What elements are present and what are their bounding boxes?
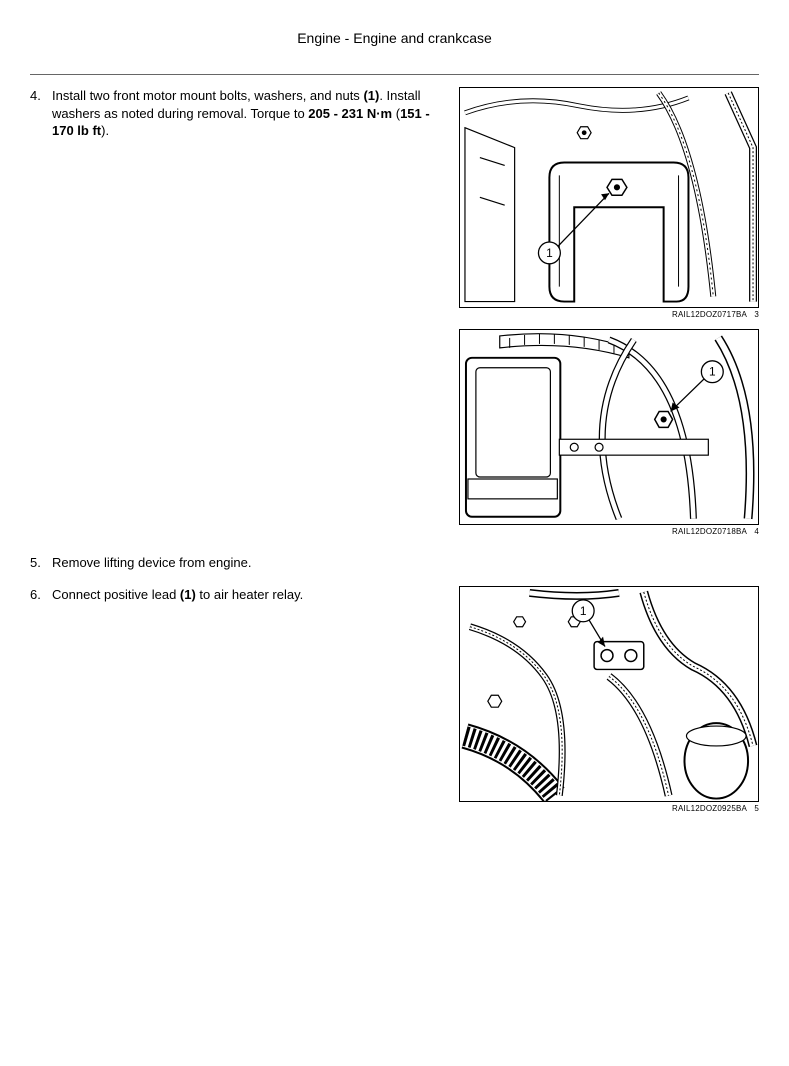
fig3-cap-id: RAIL12DOZ0717BA	[672, 310, 747, 319]
step-6-num: 6.	[30, 586, 52, 604]
step-6-post: to air heater relay.	[196, 587, 303, 602]
step-4-b1: (1)	[363, 88, 379, 103]
figure-5-svg: 1	[459, 586, 759, 803]
step-6-b1: (1)	[180, 587, 196, 602]
row-step5: 5. Remove lifting device from engine.	[30, 554, 759, 578]
fig4-cap-num: 4	[754, 527, 759, 536]
fig4-callout-label: 1	[709, 364, 716, 378]
step-4-num: 4.	[30, 87, 52, 140]
fig5-cap-id: RAIL12DOZ0925BA	[672, 804, 747, 813]
figure-4-caption: RAIL12DOZ0718BA 4	[459, 527, 759, 536]
step-6-text: Connect positive lead (1) to air heater …	[52, 586, 440, 604]
fig3-cap-num: 3	[754, 310, 759, 319]
fig4-cap-id: RAIL12DOZ0718BA	[672, 527, 747, 536]
step-4-close: ).	[101, 123, 109, 138]
step-4-text: Install two front motor mount bolts, was…	[52, 87, 440, 140]
figure-3-caption: RAIL12DOZ0717BA 3	[459, 310, 759, 319]
step-5-text: Remove lifting device from engine.	[52, 554, 440, 572]
step-5: 5. Remove lifting device from engine.	[30, 554, 440, 572]
step5-text-col: 5. Remove lifting device from engine.	[30, 554, 450, 578]
row-step4: 4. Install two front motor mount bolts, …	[30, 87, 759, 546]
page-header: Engine - Engine and crankcase	[30, 30, 759, 46]
fig5-cap-num: 5	[754, 804, 759, 813]
row-step6: 6. Connect positive lead (1) to air heat…	[30, 586, 759, 824]
fig3-callout-label: 1	[546, 246, 553, 260]
step-4-open: (	[392, 106, 400, 121]
fig5-callout-label: 1	[580, 604, 587, 618]
step-4: 4. Install two front motor mount bolts, …	[30, 87, 440, 140]
step-5-num: 5.	[30, 554, 52, 572]
step-4-b2: 205 - 231 N·m	[308, 106, 392, 121]
figure-3-svg: 1	[459, 87, 759, 308]
step-6-pre: Connect positive lead	[52, 587, 180, 602]
figcol-34: 1 RAIL12DOZ0717BA 3	[450, 87, 759, 546]
header-divider	[30, 74, 759, 75]
figure-5-caption: RAIL12DOZ0925BA 5	[459, 804, 759, 813]
step-4-pre: Install two front motor mount bolts, was…	[52, 88, 363, 103]
figure-4-svg: 1	[459, 329, 759, 526]
figure-3: 1	[459, 87, 759, 308]
step4-text-col: 4. Install two front motor mount bolts, …	[30, 87, 450, 146]
figcol-5: 1 RAIL12DOZ0925BA 5	[450, 586, 759, 824]
step-6: 6. Connect positive lead (1) to air heat…	[30, 586, 440, 604]
step6-text-col: 6. Connect positive lead (1) to air heat…	[30, 586, 450, 610]
figure-5: 1	[459, 586, 759, 803]
figure-4: 1	[459, 329, 759, 526]
